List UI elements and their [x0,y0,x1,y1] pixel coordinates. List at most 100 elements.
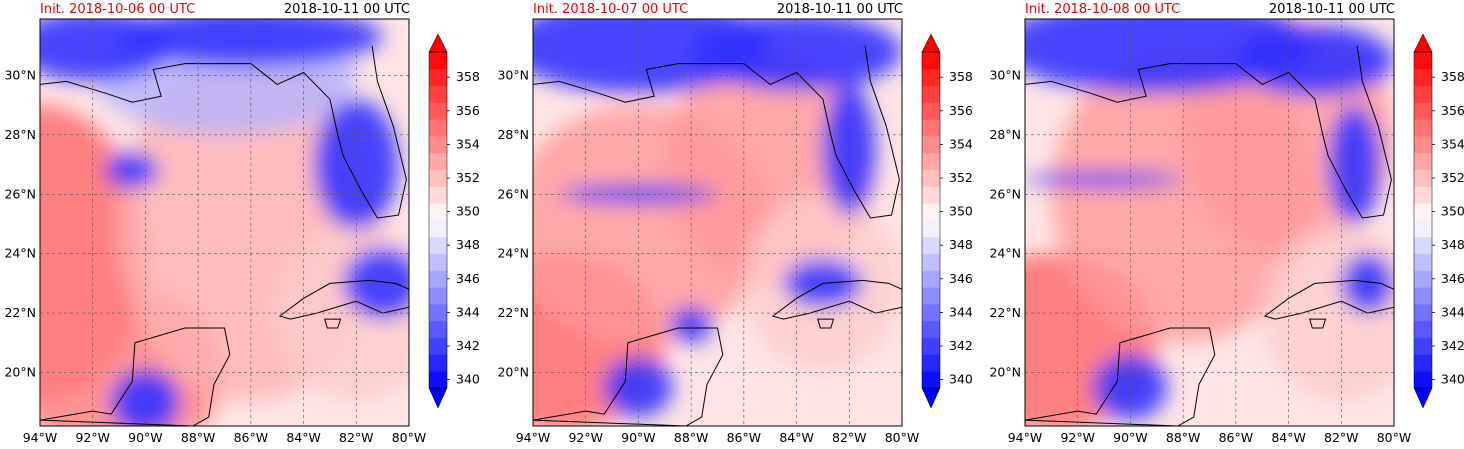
colorbar-segment [1414,186,1432,204]
colorbar-segment [429,85,447,103]
lon-tick-label: 94°W [516,430,551,445]
cold-anomaly [822,84,876,216]
colorbar-tick-label: 346 [1441,271,1464,286]
lon-tick-label: 86°W [1219,430,1254,445]
colorbar-tick-label: 356 [456,103,480,118]
colorbar-segment [429,52,447,70]
map-panel-3: Init. 2018-10-08 00 UTC 2018-10-11 00 UT… [985,0,1464,449]
colorbar-segment [1414,203,1432,221]
colorbar-tick-label: 350 [1441,204,1464,219]
colorbar-segment [922,102,940,120]
colorbar-tick-label: 342 [949,338,973,353]
colorbar-tick-label: 350 [456,204,480,219]
colorbar-segment [429,304,447,322]
lon-tick-label: 80°W [885,430,920,445]
colorbar-segment [1414,68,1432,86]
colorbar-tick-label: 354 [949,136,973,151]
colorbar: 340 342 344 346 348 350 352 354 356 358 [428,33,480,409]
coastline [1309,318,1327,329]
colorbar-tick-label: 342 [1441,338,1464,353]
colorbar-extend-low [428,387,448,409]
coastline [1263,279,1394,320]
colorbar-segment [429,354,447,372]
colorbar-tick-label: 346 [949,271,973,286]
cold-anomaly [1341,253,1394,314]
colorbar-tick-label: 358 [456,69,480,84]
colorbar-tick-label: 350 [949,204,973,219]
colorbar-segment [429,136,447,154]
theta-e-field [40,19,409,426]
colorbar-segment [922,203,940,221]
colorbar-segment [922,136,940,154]
colorbar-tick-label: 340 [456,372,480,387]
lon-tick-label: 88°W [674,430,709,445]
lon-tick-label: 84°W [286,430,321,445]
colorbar-tick-label: 356 [1441,103,1464,118]
colorbar-segment [429,270,447,288]
coastline [817,318,835,329]
coastline [533,327,724,426]
colorbar-segment [1414,152,1432,170]
cold-anomaly [1025,171,1184,187]
colorbar-segment [1414,320,1432,338]
colorbar-tick-label: 344 [949,304,973,319]
lon-tick-label: 80°W [392,430,427,445]
cold-anomaly [343,247,409,320]
coastline [1025,327,1216,426]
colorbar-segment [429,220,447,238]
lon-tick-label: 84°W [1271,430,1306,445]
colorbar-tick-label: 348 [1441,237,1464,252]
lat-tick-label: 30°N [4,67,36,82]
lat-tick-label: 20°N [4,365,36,380]
lat-tick-label: 28°N [497,127,529,142]
colorbar-segment [429,186,447,204]
coastline [278,279,409,320]
colorbar-segment [1414,236,1432,254]
lon-tick-label: 82°W [832,430,867,445]
colorbar-segment [1414,354,1432,372]
lon-tick-label: 90°W [128,430,163,445]
colorbar-segment [1414,119,1432,137]
colorbar-extend-low [921,387,941,409]
colorbar-tick-label: 348 [949,237,973,252]
cold-anomaly [1235,24,1394,97]
valid-time-label: 2018-10-11 00 UTC [283,2,410,17]
colorbar-tick-label: 354 [456,136,480,151]
colorbar-extend-high [1413,33,1433,53]
lat-tick-label: 22°N [989,305,1021,320]
colorbar-frame [1413,51,1433,389]
lat-tick-label: 30°N [497,67,529,82]
colorbar-segment [922,253,940,271]
colorbar-frame [921,51,941,389]
colorbar-tick-label: 352 [949,170,973,185]
colorbar-segment [922,236,940,254]
colorbar-extend-low [1413,387,1433,409]
valid-time-label: 2018-10-11 00 UTC [776,2,903,17]
colorbar-segment [429,152,447,170]
lat-tick-label: 26°N [4,186,36,201]
lat-tick-label: 22°N [497,305,529,320]
init-time-label: Init. 2018-10-07 00 UTC [533,2,689,17]
colorbar-tick-label: 346 [456,271,480,286]
colorbar-segment [922,320,940,338]
colorbar-tick-label: 354 [1441,136,1464,151]
colorbar-extend-high [428,33,448,53]
lon-tick-label: 92°W [75,430,110,445]
map-panel-1: Init. 2018-10-06 00 UTC 2018-10-11 00 UT… [0,0,488,449]
lat-tick-label: 26°N [989,186,1021,201]
colorbar-segment [922,304,940,322]
colorbar-segment [1414,136,1432,154]
lat-tick-label: 28°N [4,127,36,142]
colorbar-segment [1414,102,1432,120]
map-figure: 94°W 92°W 90°W 88°W 86°W 84°W 82°W 80°W 20°N 22°N… [989,18,1464,445]
map-figure: 94°W 92°W 90°W 88°W 86°W 84°W 82°W 80°W 20°N 22°N… [497,18,973,445]
colorbar: 340 342 344 346 348 350 352 354 356 358 [921,33,973,409]
map-frame [1024,18,1395,427]
colorbar-segment [922,169,940,187]
colorbar-extend-high [921,33,941,53]
colorbar-tick-label: 352 [456,170,480,185]
colorbar-segment [429,253,447,271]
valid-time-label: 2018-10-11 00 UTC [1268,2,1395,17]
colorbar-segment [1414,169,1432,187]
colorbar-tick-label: 342 [456,338,480,353]
